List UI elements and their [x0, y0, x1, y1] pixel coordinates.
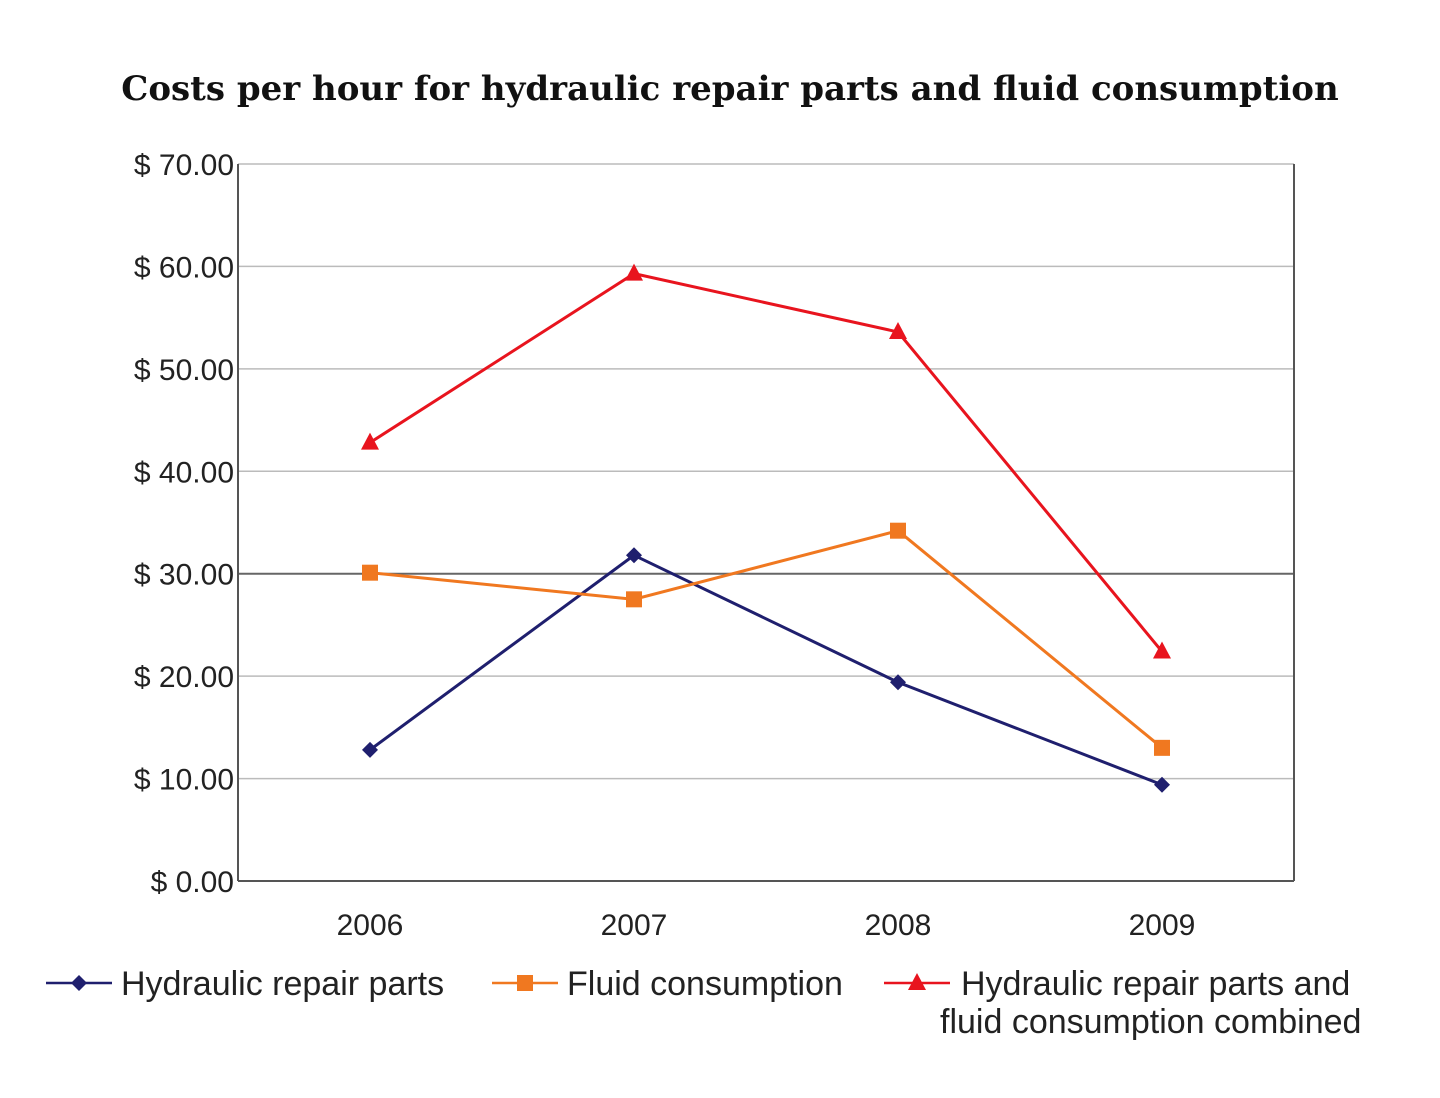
x-tick-label: 2009 [1129, 909, 1196, 942]
x-tick-label: 2007 [601, 909, 668, 942]
square-marker [517, 975, 533, 991]
square-marker [626, 591, 642, 608]
square-marker [890, 522, 906, 539]
y-tick-label: $ 70.00 [134, 149, 234, 182]
series-line [369, 529, 1163, 750]
triangle-marker [625, 263, 643, 281]
diamond-marker [71, 975, 87, 991]
y-tick-label: $ 30.00 [134, 559, 234, 592]
legend: Hydraulic repair parts Fluid consumption H… [46, 965, 1361, 1041]
diamond-marker [1154, 776, 1170, 793]
square-marker [1154, 739, 1170, 756]
x-axis: 2006 2007 2008 2009 [337, 909, 1196, 942]
legend-label: Fluid consumption [567, 965, 843, 1003]
y-tick-label: $ 10.00 [134, 764, 234, 797]
triangle-marker [889, 321, 907, 339]
x-tick-label: 2006 [337, 909, 404, 942]
y-tick-label: $ 60.00 [134, 251, 234, 284]
triangle-marker [1153, 641, 1171, 659]
diamond-marker [626, 547, 642, 564]
y-tick-label: $ 0.00 [151, 866, 234, 899]
diamond-marker [362, 741, 378, 758]
square-marker [362, 564, 378, 581]
legend-item: Fluid consumption [492, 965, 843, 1003]
y-tick-label: $ 40.00 [134, 456, 234, 489]
legend-label: Hydraulic repair parts [121, 965, 444, 1003]
series-triangle [361, 263, 1171, 659]
diamond-marker [890, 674, 906, 691]
y-axis: $ 0.00 $ 10.00 $ 20.00 $ 30.00 $ 40.00 $ 50.0… [134, 149, 234, 899]
series-group [361, 263, 1171, 793]
series-square [362, 522, 1170, 756]
series-diamond [362, 547, 1170, 793]
y-tick-label: $ 50.00 [134, 354, 234, 387]
grid [237, 163, 1295, 882]
chart-title: Costs per hour for hydraulic repair part… [121, 69, 1338, 109]
legend-item: Hydraulic repair parts [46, 965, 444, 1003]
triangle-marker [361, 432, 379, 450]
legend-label: fluid consumption combined [940, 1003, 1361, 1041]
series-line [369, 271, 1164, 653]
legend-label: Hydraulic repair parts and [961, 965, 1350, 1003]
y-tick-label: $ 20.00 [134, 661, 234, 694]
triangle-marker [908, 973, 926, 990]
x-tick-label: 2008 [865, 909, 932, 942]
series-line [369, 553, 1163, 787]
